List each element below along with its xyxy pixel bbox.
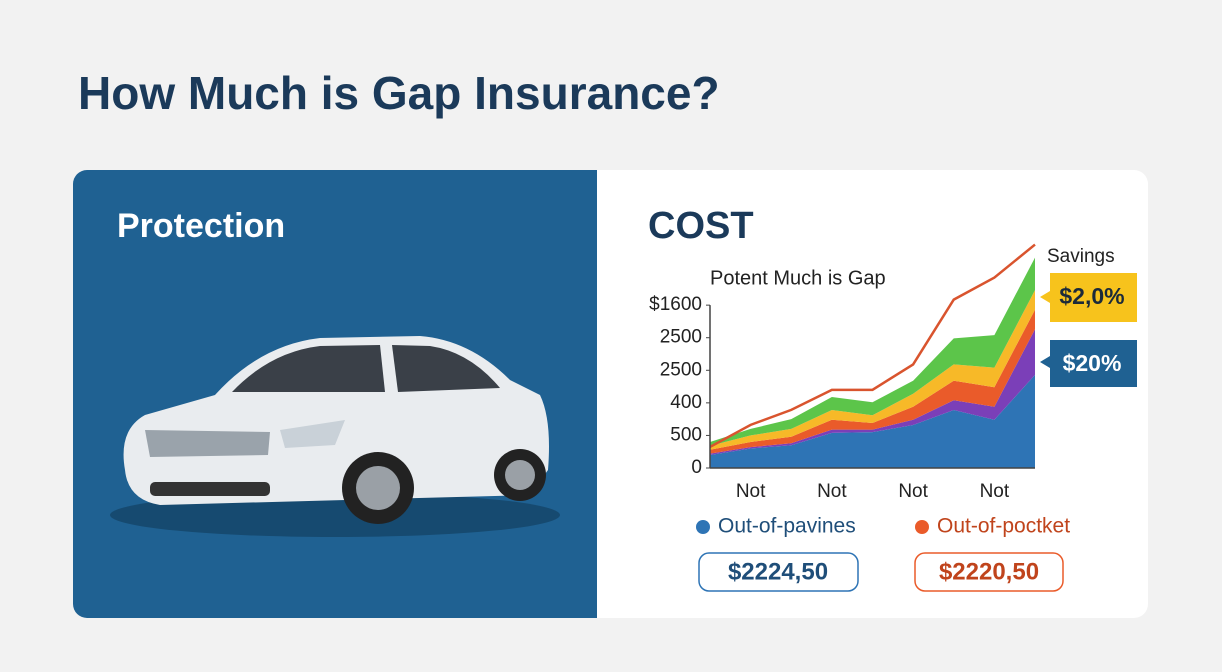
- area-series: [710, 290, 1035, 450]
- y-tick-label: 0: [691, 457, 702, 478]
- savings-label: Savings: [1047, 246, 1115, 267]
- box-left: [698, 552, 859, 592]
- chart-title: COST: [648, 205, 754, 247]
- callout-yellow-text: $2,0%: [1059, 283, 1124, 309]
- box-left-text: $2224,50: [728, 558, 828, 585]
- callout-blue: [1040, 340, 1137, 387]
- y-tick-label: 2500: [660, 359, 702, 380]
- legend-dot: [696, 520, 710, 534]
- box-right-text: $2220,50: [939, 558, 1039, 585]
- callout-blue-text: $20%: [1063, 350, 1122, 376]
- car: [110, 336, 560, 537]
- x-tick-label: Not: [817, 481, 847, 502]
- y-tick-label: $1600: [649, 294, 702, 315]
- box-right: [914, 552, 1064, 592]
- chart-subtitle: Potent Much is Gap: [710, 267, 886, 289]
- legend-label: Out-of-poctket: [937, 515, 1070, 538]
- area-series: [710, 257, 1035, 446]
- page-title: How Much is Gap Insurance?: [78, 67, 720, 119]
- panel-label: Protection: [117, 207, 285, 245]
- callout-yellow: [1040, 273, 1137, 322]
- legend-dot: [915, 520, 929, 534]
- area-series: [710, 374, 1035, 468]
- plot: 0 500 400 2500 2500 $1600 Not Not Not Not Out-of-p…: [649, 243, 1070, 538]
- x-tick-label: Not: [980, 481, 1010, 502]
- x-tick-label: Not: [736, 481, 766, 502]
- x-tick-label: Not: [898, 481, 928, 502]
- y-tick-label: 2500: [660, 327, 702, 348]
- area-series: [710, 329, 1035, 455]
- legend-label: Out-of-pavines: [718, 515, 856, 538]
- area-series: [710, 309, 1035, 454]
- total-line: [709, 243, 1036, 449]
- y-tick-label: 500: [670, 424, 702, 445]
- y-tick-label: 400: [670, 392, 702, 413]
